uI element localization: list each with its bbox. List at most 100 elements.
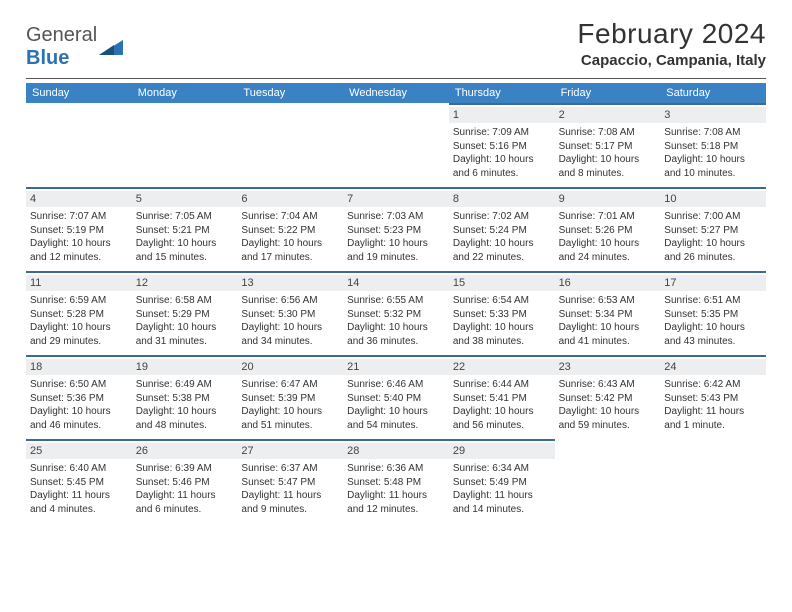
sunset-line: Sunset: 5:22 PM xyxy=(241,224,339,238)
date-number: 14 xyxy=(343,275,449,291)
date-number: 20 xyxy=(237,359,343,375)
title-block: February 2024 Capaccio, Campania, Italy xyxy=(577,18,766,69)
daylight-line: Daylight: 10 hours and 26 minutes. xyxy=(664,237,762,264)
date-number: 8 xyxy=(449,191,555,207)
daylight-line: Daylight: 10 hours and 22 minutes. xyxy=(453,237,551,264)
day-header: Wednesday xyxy=(343,83,449,103)
date-number: 9 xyxy=(555,191,661,207)
calendar-cell: 12Sunrise: 6:58 AMSunset: 5:29 PMDayligh… xyxy=(132,271,238,355)
calendar-cell: 24Sunrise: 6:42 AMSunset: 5:43 PMDayligh… xyxy=(660,355,766,439)
day-header: Sunday xyxy=(26,83,132,103)
calendar-cell: 17Sunrise: 6:51 AMSunset: 5:35 PMDayligh… xyxy=(660,271,766,355)
daylight-line: Daylight: 10 hours and 46 minutes. xyxy=(30,405,128,432)
day-details: Sunrise: 6:56 AMSunset: 5:30 PMDaylight:… xyxy=(241,294,339,348)
sunset-line: Sunset: 5:34 PM xyxy=(559,308,657,322)
day-details: Sunrise: 6:47 AMSunset: 5:39 PMDaylight:… xyxy=(241,378,339,432)
sunrise-line: Sunrise: 7:08 AM xyxy=(559,126,657,140)
day-header: Monday xyxy=(132,83,238,103)
sunrise-line: Sunrise: 6:40 AM xyxy=(30,462,128,476)
day-details: Sunrise: 7:05 AMSunset: 5:21 PMDaylight:… xyxy=(136,210,234,264)
day-header: Saturday xyxy=(660,83,766,103)
sunrise-line: Sunrise: 6:58 AM xyxy=(136,294,234,308)
sunrise-line: Sunrise: 6:54 AM xyxy=(453,294,551,308)
date-number: 6 xyxy=(237,191,343,207)
month-title: February 2024 xyxy=(577,18,766,50)
calendar-cell-empty xyxy=(26,103,132,187)
daylight-line: Daylight: 10 hours and 12 minutes. xyxy=(30,237,128,264)
date-number: 12 xyxy=(132,275,238,291)
day-details: Sunrise: 6:50 AMSunset: 5:36 PMDaylight:… xyxy=(30,378,128,432)
sunset-line: Sunset: 5:45 PM xyxy=(30,476,128,490)
date-number: 26 xyxy=(132,443,238,459)
day-details: Sunrise: 7:04 AMSunset: 5:22 PMDaylight:… xyxy=(241,210,339,264)
calendar-cell: 8 Sunrise: 7:02 AMSunset: 5:24 PMDaylight… xyxy=(449,187,555,271)
sunset-line: Sunset: 5:47 PM xyxy=(241,476,339,490)
sunset-line: Sunset: 5:30 PM xyxy=(241,308,339,322)
calendar-cell-empty xyxy=(132,103,238,187)
date-number: 29 xyxy=(449,443,555,459)
sunset-line: Sunset: 5:28 PM xyxy=(30,308,128,322)
calendar-cell: 14Sunrise: 6:55 AMSunset: 5:32 PMDayligh… xyxy=(343,271,449,355)
sunrise-line: Sunrise: 6:59 AM xyxy=(30,294,128,308)
sunset-line: Sunset: 5:33 PM xyxy=(453,308,551,322)
date-number: 27 xyxy=(237,443,343,459)
sunset-line: Sunset: 5:24 PM xyxy=(453,224,551,238)
daylight-line: Daylight: 10 hours and 38 minutes. xyxy=(453,321,551,348)
sunset-line: Sunset: 5:27 PM xyxy=(664,224,762,238)
sunset-line: Sunset: 5:17 PM xyxy=(559,140,657,154)
daylight-line: Daylight: 11 hours and 1 minute. xyxy=(664,405,762,432)
sunset-line: Sunset: 5:38 PM xyxy=(136,392,234,406)
calendar-cell: 28Sunrise: 6:36 AMSunset: 5:48 PMDayligh… xyxy=(343,439,449,523)
sunset-line: Sunset: 5:46 PM xyxy=(136,476,234,490)
calendar-cell: 11Sunrise: 6:59 AMSunset: 5:28 PMDayligh… xyxy=(26,271,132,355)
day-header: Friday xyxy=(555,83,661,103)
sunrise-line: Sunrise: 7:08 AM xyxy=(664,126,762,140)
daylight-line: Daylight: 10 hours and 6 minutes. xyxy=(453,153,551,180)
sunrise-line: Sunrise: 7:02 AM xyxy=(453,210,551,224)
sunset-line: Sunset: 5:35 PM xyxy=(664,308,762,322)
daylight-line: Daylight: 10 hours and 34 minutes. xyxy=(241,321,339,348)
day-details: Sunrise: 7:07 AMSunset: 5:19 PMDaylight:… xyxy=(30,210,128,264)
sunset-line: Sunset: 5:32 PM xyxy=(347,308,445,322)
calendar-cell: 10 Sunrise: 7:00 AMSunset: 5:27 PMDayligh… xyxy=(660,187,766,271)
day-details: Sunrise: 6:54 AMSunset: 5:33 PMDaylight:… xyxy=(453,294,551,348)
date-number: 16 xyxy=(555,275,661,291)
calendar-cell: 2Sunrise: 7:08 AMSunset: 5:17 PMDaylight… xyxy=(555,103,661,187)
header: General Blue February 2024 Capaccio, Cam… xyxy=(26,18,766,70)
sunset-line: Sunset: 5:19 PM xyxy=(30,224,128,238)
daylight-line: Daylight: 10 hours and 24 minutes. xyxy=(559,237,657,264)
day-details: Sunrise: 7:03 AMSunset: 5:23 PMDaylight:… xyxy=(347,210,445,264)
daylight-line: Daylight: 10 hours and 54 minutes. xyxy=(347,405,445,432)
calendar-cell-empty xyxy=(237,103,343,187)
calendar-cell: 9Sunrise: 7:01 AMSunset: 5:26 PMDaylight… xyxy=(555,187,661,271)
date-number: 10 xyxy=(660,191,766,207)
logo-word-general: General xyxy=(26,24,97,46)
calendar-cell: 5Sunrise: 7:05 AMSunset: 5:21 PMDaylight… xyxy=(132,187,238,271)
sunrise-line: Sunrise: 6:34 AM xyxy=(453,462,551,476)
day-details: Sunrise: 6:49 AMSunset: 5:38 PMDaylight:… xyxy=(136,378,234,432)
calendar-cell: 1Sunrise: 7:09 AMSunset: 5:16 PMDaylight… xyxy=(449,103,555,187)
date-number: 28 xyxy=(343,443,449,459)
day-details: Sunrise: 7:08 AMSunset: 5:18 PMDaylight:… xyxy=(664,126,762,180)
day-details: Sunrise: 6:34 AMSunset: 5:49 PMDaylight:… xyxy=(453,462,551,516)
daylight-line: Daylight: 10 hours and 8 minutes. xyxy=(559,153,657,180)
sunset-line: Sunset: 5:18 PM xyxy=(664,140,762,154)
daylight-line: Daylight: 10 hours and 59 minutes. xyxy=(559,405,657,432)
sunrise-line: Sunrise: 6:43 AM xyxy=(559,378,657,392)
daylight-line: Daylight: 10 hours and 19 minutes. xyxy=(347,237,445,264)
date-number: 17 xyxy=(660,275,766,291)
sunrise-line: Sunrise: 7:04 AM xyxy=(241,210,339,224)
sunrise-line: Sunrise: 7:07 AM xyxy=(30,210,128,224)
calendar-cell: 21Sunrise: 6:46 AMSunset: 5:40 PMDayligh… xyxy=(343,355,449,439)
daylight-line: Daylight: 10 hours and 15 minutes. xyxy=(136,237,234,264)
sunrise-line: Sunrise: 7:09 AM xyxy=(453,126,551,140)
date-number: 4 xyxy=(26,191,132,207)
calendar-cell: 15Sunrise: 6:54 AMSunset: 5:33 PMDayligh… xyxy=(449,271,555,355)
sunrise-line: Sunrise: 7:00 AM xyxy=(664,210,762,224)
calendar-cell: 18Sunrise: 6:50 AMSunset: 5:36 PMDayligh… xyxy=(26,355,132,439)
daylight-line: Daylight: 10 hours and 17 minutes. xyxy=(241,237,339,264)
date-number: 1 xyxy=(449,107,555,123)
sunset-line: Sunset: 5:29 PM xyxy=(136,308,234,322)
daylight-line: Daylight: 11 hours and 12 minutes. xyxy=(347,489,445,516)
sunset-line: Sunset: 5:43 PM xyxy=(664,392,762,406)
